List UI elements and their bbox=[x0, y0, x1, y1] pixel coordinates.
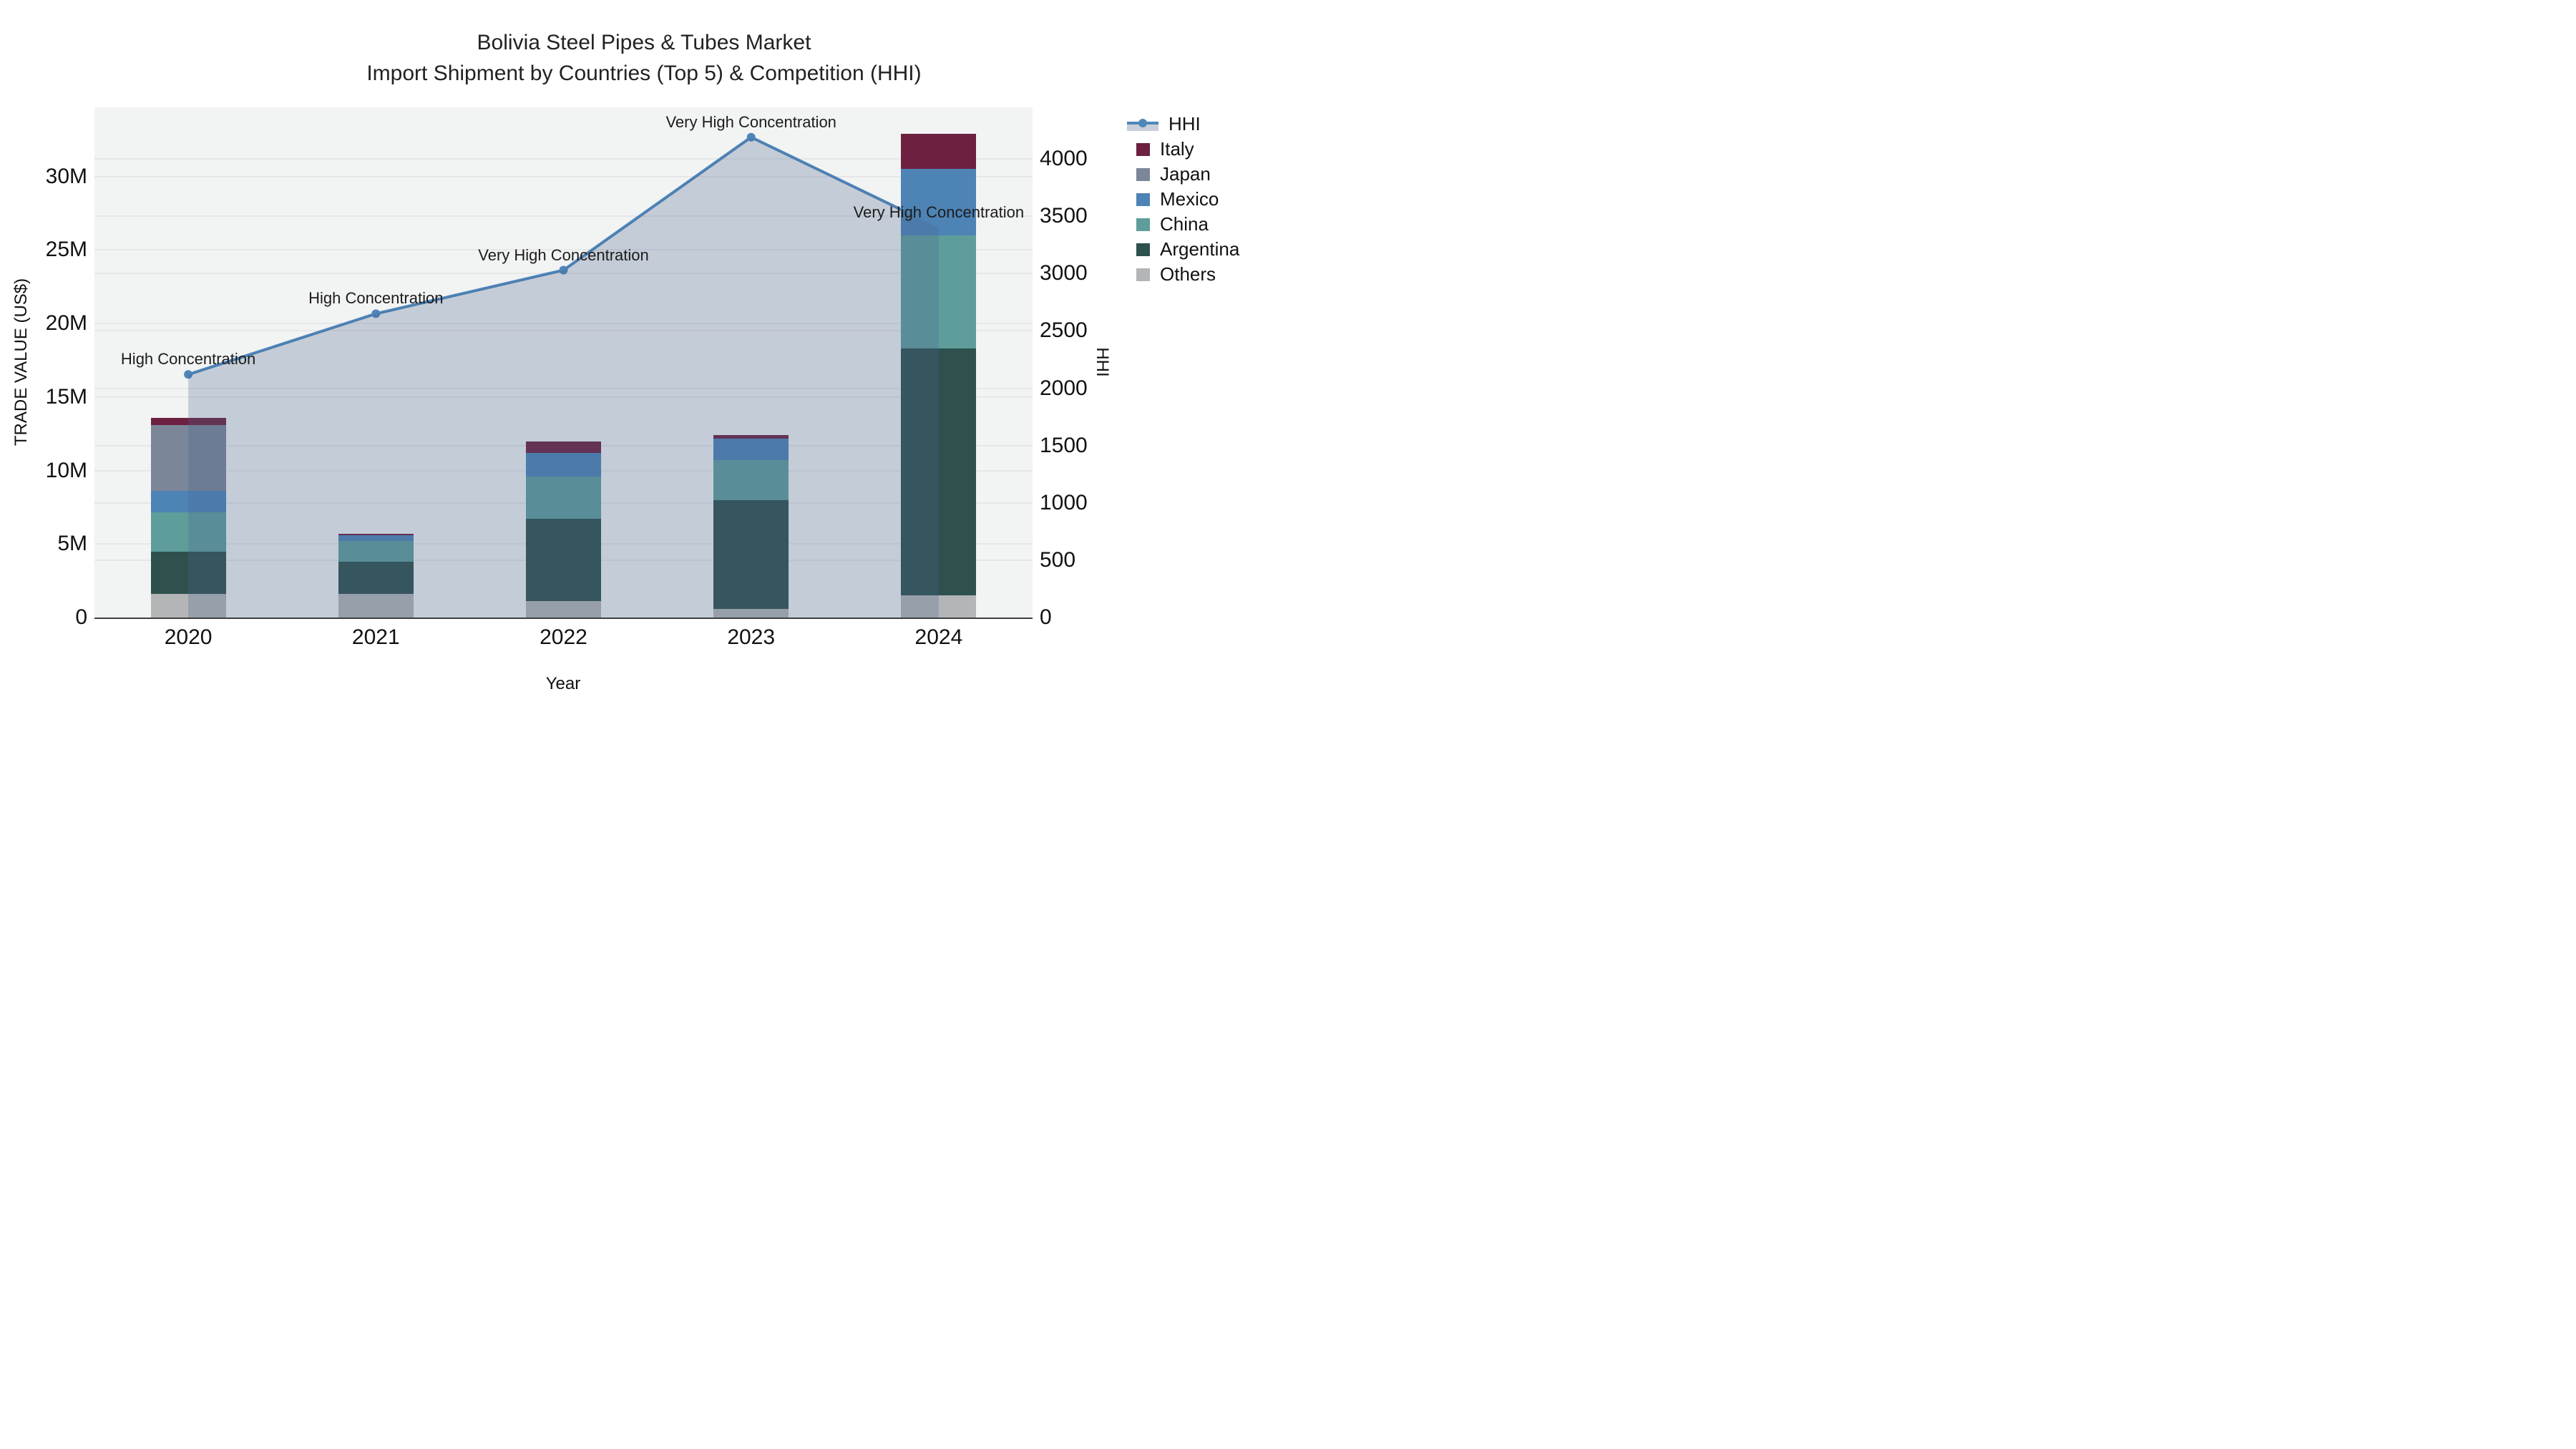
legend-label-japan: Japan bbox=[1160, 163, 1211, 185]
legend-item-china[interactable]: China bbox=[1136, 212, 1239, 237]
bar-segment-mexico-2020[interactable] bbox=[150, 491, 226, 513]
gridline-right-4000 bbox=[94, 158, 1033, 160]
bar-segment-mexico-2023[interactable] bbox=[713, 439, 789, 461]
gridline-right-3500 bbox=[94, 215, 1033, 218]
bar-segment-others-2020[interactable] bbox=[150, 594, 226, 618]
legend: HHI Italy Japan Mexico China Argentina Others bbox=[1127, 112, 1239, 287]
hhi-marker-2020 bbox=[184, 370, 193, 379]
right-tick-2500: 2500 bbox=[1040, 318, 1088, 343]
bar-segment-argentina-2020[interactable] bbox=[150, 551, 226, 595]
hhi-marker-2022 bbox=[559, 265, 568, 275]
legend-swatch-china bbox=[1136, 218, 1150, 231]
plot-area: High Concentration High Concentration Very… bbox=[94, 107, 1033, 619]
bar-segment-others-2021[interactable] bbox=[338, 594, 414, 618]
bar-segment-china-2023[interactable] bbox=[713, 460, 789, 500]
left-tick-10M: 10M bbox=[45, 458, 87, 482]
legend-label-argentina: Argentina bbox=[1160, 238, 1240, 260]
legend-item-japan[interactable]: Japan bbox=[1136, 162, 1239, 187]
left-axis-title: TRADE VALUE (US$) bbox=[11, 278, 31, 447]
legend-swatch-italy bbox=[1136, 142, 1150, 156]
bar-segment-argentina-2022[interactable] bbox=[526, 519, 601, 602]
left-tick-25M: 25M bbox=[45, 238, 87, 262]
legend-label-others: Others bbox=[1160, 263, 1216, 285]
right-tick-1500: 1500 bbox=[1040, 433, 1088, 457]
legend-swatch-japan bbox=[1136, 167, 1150, 181]
gridline-left-30M bbox=[94, 175, 1033, 177]
annotation-2022: Very High Concentration bbox=[478, 245, 649, 264]
left-tick-20M: 20M bbox=[45, 311, 87, 336]
bar-segment-italy-2022[interactable] bbox=[526, 441, 601, 453]
hhi-marker-2021 bbox=[371, 309, 381, 318]
legend-swatch-others bbox=[1136, 268, 1150, 281]
gridline-left-20M bbox=[94, 323, 1033, 325]
left-tick-0: 0 bbox=[75, 605, 87, 629]
bar-segment-argentina-2023[interactable] bbox=[713, 499, 789, 609]
legend-label-mexico: Mexico bbox=[1160, 188, 1219, 210]
bar-segment-china-2021[interactable] bbox=[338, 541, 414, 562]
bar-segment-italy-2021[interactable] bbox=[338, 533, 414, 535]
hhi-line-swatch-icon bbox=[1127, 118, 1158, 131]
bar-segment-mexico-2024[interactable] bbox=[901, 169, 977, 235]
annotation-2020: High Concentration bbox=[120, 350, 256, 369]
bar-segment-argentina-2021[interactable] bbox=[338, 561, 414, 595]
x-axis-line bbox=[94, 618, 1033, 619]
right-axis-title: HHI bbox=[1093, 347, 1112, 377]
right-tick-3000: 3000 bbox=[1040, 261, 1088, 286]
bar-segment-others-2023[interactable] bbox=[713, 608, 789, 618]
figure: Bolivia Steel Pipes & Tubes Market Impor… bbox=[0, 0, 1288, 725]
hhi-marker-2023 bbox=[746, 132, 756, 142]
legend-item-mexico[interactable]: Mexico bbox=[1136, 187, 1239, 212]
bar-segment-china-2020[interactable] bbox=[150, 512, 226, 552]
bar-segment-italy-2020[interactable] bbox=[150, 417, 226, 425]
annotation-2023: Very High Concentration bbox=[665, 112, 836, 131]
gridline-left-25M bbox=[94, 249, 1033, 251]
left-tick-30M: 30M bbox=[45, 164, 87, 188]
left-tick-5M: 5M bbox=[57, 532, 87, 556]
legend-label-china: China bbox=[1160, 213, 1209, 235]
legend-label-hhi: HHI bbox=[1169, 113, 1201, 135]
bar-segment-japan-2020[interactable] bbox=[150, 424, 226, 492]
chart-title: Bolivia Steel Pipes & Tubes Market Impor… bbox=[0, 27, 1288, 89]
right-tick-2000: 2000 bbox=[1040, 376, 1088, 400]
bar-segment-china-2024[interactable] bbox=[901, 235, 977, 348]
legend-item-others[interactable]: Others bbox=[1136, 262, 1239, 287]
legend-swatch-mexico bbox=[1136, 192, 1150, 206]
left-tick-15M: 15M bbox=[45, 384, 87, 409]
bar-segment-italy-2023[interactable] bbox=[713, 435, 789, 439]
legend-swatch-argentina bbox=[1136, 243, 1150, 256]
x-tick-2023: 2023 bbox=[727, 625, 776, 649]
legend-item-argentina[interactable]: Argentina bbox=[1136, 237, 1239, 262]
right-tick-0: 0 bbox=[1040, 605, 1052, 629]
x-tick-2024: 2024 bbox=[914, 625, 963, 649]
chart-title-line1: Bolivia Steel Pipes & Tubes Market bbox=[477, 31, 811, 54]
gridline-left-15M bbox=[94, 396, 1033, 398]
annotation-2024: Very High Concentration bbox=[853, 203, 1025, 222]
bar-segment-others-2022[interactable] bbox=[526, 601, 601, 618]
legend-item-italy[interactable]: Italy bbox=[1136, 137, 1239, 162]
right-tick-3500: 3500 bbox=[1040, 204, 1088, 228]
x-axis-title: Year bbox=[545, 674, 581, 693]
right-tick-500: 500 bbox=[1040, 547, 1076, 572]
bar-segment-mexico-2021[interactable] bbox=[338, 535, 414, 542]
annotation-2021: High Concentration bbox=[308, 289, 444, 308]
bar-segment-others-2024[interactable] bbox=[901, 595, 977, 618]
legend-label-italy: Italy bbox=[1160, 138, 1194, 160]
x-tick-2021: 2021 bbox=[351, 625, 400, 649]
bar-segment-china-2022[interactable] bbox=[526, 476, 601, 519]
bar-segment-italy-2024[interactable] bbox=[901, 134, 977, 170]
right-tick-4000: 4000 bbox=[1040, 147, 1088, 171]
right-tick-1000: 1000 bbox=[1040, 490, 1088, 514]
bar-segment-mexico-2022[interactable] bbox=[526, 452, 601, 477]
legend-item-hhi[interactable]: HHI bbox=[1127, 112, 1239, 137]
x-tick-2020: 2020 bbox=[164, 625, 213, 649]
gridline-right-2000 bbox=[94, 387, 1033, 389]
bar-segment-argentina-2024[interactable] bbox=[901, 348, 977, 596]
chart-title-line2: Import Shipment by Countries (Top 5) & C… bbox=[366, 62, 922, 85]
x-tick-2022: 2022 bbox=[540, 625, 587, 649]
gridline-right-2500 bbox=[94, 330, 1033, 332]
